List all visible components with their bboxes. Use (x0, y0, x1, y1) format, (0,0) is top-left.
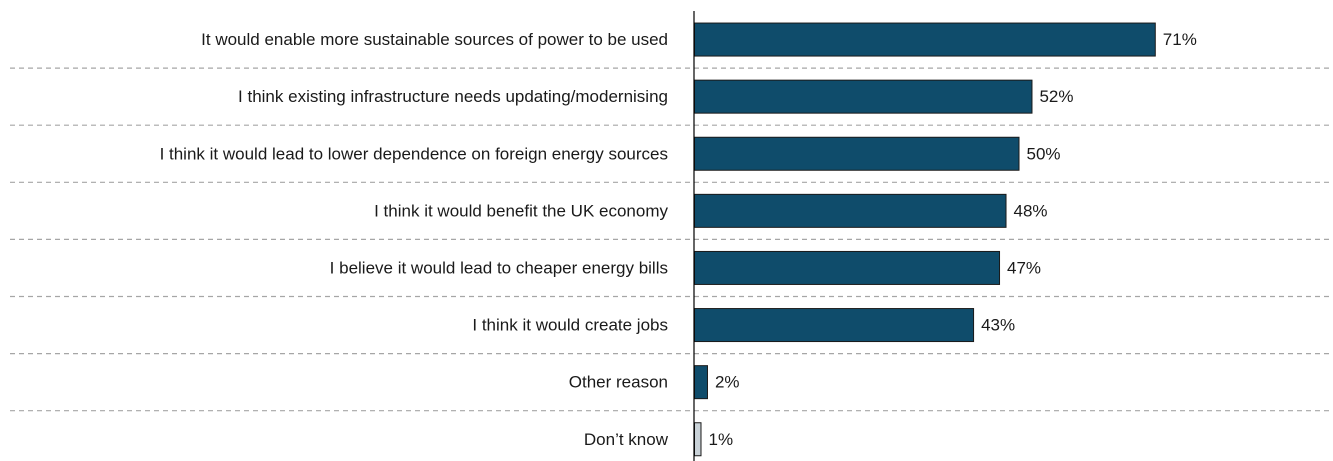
category-label: I think it would lead to lower dependenc… (160, 144, 668, 163)
category-label: I think existing infrastructure needs up… (238, 87, 668, 106)
bar (694, 365, 708, 400)
category-label: Other reason (569, 373, 668, 392)
bar (694, 193, 1007, 228)
category-label: I think it would benefit the UK economy (374, 201, 668, 220)
category-label: It would enable more sustainable sources… (201, 30, 668, 49)
value-label: 43% (981, 316, 1015, 335)
bar (694, 136, 1020, 171)
value-label: 48% (1014, 201, 1048, 220)
bar (694, 79, 1033, 114)
value-label: 52% (1039, 87, 1073, 106)
category-label: I believe it would lead to cheaper energ… (330, 258, 668, 277)
category-labels: It would enable more sustainable sources… (160, 30, 669, 449)
grid-lines (10, 67, 1333, 412)
value-label: 1% (708, 430, 733, 449)
bar (694, 250, 1001, 285)
value-label: 2% (715, 373, 740, 392)
value-labels: 71% 52% 50% 48% 47% 43% 2% 1% (708, 30, 1196, 449)
bars (694, 22, 1156, 457)
value-label: 47% (1007, 258, 1041, 277)
category-label: Don’t know (584, 430, 669, 449)
bar (694, 422, 702, 457)
bar (694, 308, 975, 343)
value-label: 71% (1163, 30, 1197, 49)
category-label: I think it would create jobs (472, 316, 668, 335)
value-label: 50% (1027, 144, 1061, 163)
bar (694, 22, 1156, 57)
